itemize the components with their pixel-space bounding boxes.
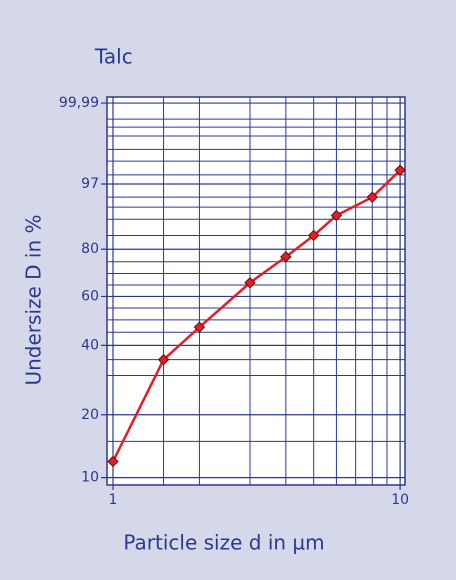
data-point bbox=[366, 191, 378, 203]
x-tick-label: 10 bbox=[391, 492, 409, 508]
data-point bbox=[394, 164, 406, 176]
data-point bbox=[244, 277, 256, 289]
x-tick-label: 1 bbox=[109, 492, 118, 508]
y-tick-label: 10 bbox=[81, 470, 99, 486]
data-point bbox=[193, 321, 206, 333]
y-tick-label: 20 bbox=[81, 407, 99, 423]
data-point bbox=[280, 251, 292, 263]
y-tick-label: 40 bbox=[81, 337, 99, 353]
y-tick-label: 60 bbox=[81, 288, 99, 304]
data-point bbox=[157, 353, 170, 366]
plot-border bbox=[106, 96, 406, 486]
plot-area bbox=[107, 97, 405, 485]
y-axis-label: Undersize D in % bbox=[22, 214, 46, 385]
x-axis-label: Particle size d in µm bbox=[123, 531, 324, 555]
data-point bbox=[330, 209, 343, 222]
data-point bbox=[107, 455, 119, 468]
y-tick-label: 80 bbox=[81, 241, 99, 257]
data-point bbox=[307, 229, 320, 242]
y-tick-label: 99,99 bbox=[59, 95, 99, 111]
chart-title: Talc bbox=[94, 45, 133, 69]
y-tick-label: 97 bbox=[81, 176, 99, 192]
